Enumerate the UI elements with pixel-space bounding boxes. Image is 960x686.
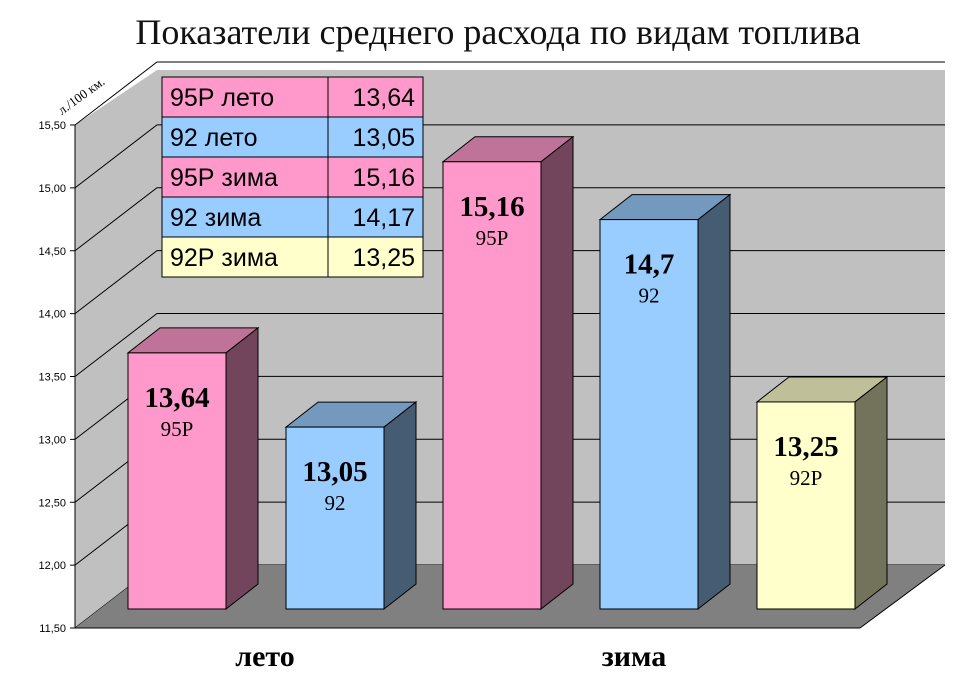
floor-edge xyxy=(859,564,946,629)
table-cell xyxy=(327,236,424,278)
data-table: 95Р лето 13,64 92 лето 13,05 95Р зима 15,16 92… xyxy=(161,76,424,278)
bar-5: 13,25 92Р xyxy=(755,375,889,611)
table-cell xyxy=(161,116,329,158)
bar-series-label: 92 xyxy=(325,491,346,515)
table-row: 95Р лето 13,64 xyxy=(161,76,424,118)
bar-value-label: 13,64 xyxy=(144,382,209,414)
bar-1: 13,64 95Р xyxy=(126,326,260,611)
table-cell xyxy=(161,196,329,238)
category-label: зима xyxy=(602,640,667,673)
table-cell xyxy=(161,156,329,198)
table-cell xyxy=(327,76,424,118)
bar-side xyxy=(854,375,888,611)
bar-value-label: 15,16 xyxy=(459,191,524,223)
y-tick-label: 14,00 xyxy=(38,309,66,321)
table-cell xyxy=(327,196,424,238)
table-row: 92 лето 13,05 xyxy=(161,116,424,158)
table-row: 92Р зима 13,25 xyxy=(161,236,424,278)
table-cell xyxy=(327,156,424,198)
y-tick-label: 12,50 xyxy=(38,497,66,509)
bar-front xyxy=(442,161,542,610)
table-cell xyxy=(161,76,329,118)
table-name: 95Р зима xyxy=(170,164,278,192)
y-tick-label: 15,00 xyxy=(38,183,66,195)
gridline xyxy=(74,61,945,126)
table-value: 13,64 xyxy=(352,84,415,112)
bar-front xyxy=(756,401,856,610)
table-name: 92 зима xyxy=(170,204,261,232)
table-value: 14,17 xyxy=(352,204,415,232)
table-value: 13,25 xyxy=(352,244,415,272)
bar-series-label: 95Р xyxy=(161,417,194,441)
bar-front xyxy=(127,352,227,610)
table-value: 13,05 xyxy=(352,124,415,152)
table-row: 95Р зима 15,16 xyxy=(161,156,424,198)
y-tick-label: 11,50 xyxy=(39,623,66,635)
table-name: 92Р зима xyxy=(170,244,278,272)
gridline xyxy=(74,124,945,189)
bar-series-label: 92 xyxy=(639,284,660,308)
bar-front xyxy=(599,219,699,610)
table-name: 95Р лето xyxy=(170,84,274,112)
y-tick-label: 15,50 xyxy=(38,120,66,132)
y-tick-label: 13,50 xyxy=(38,372,66,384)
bar-series-label: 92Р xyxy=(790,466,823,490)
bar-value-label: 14,7 xyxy=(624,249,675,281)
bars: 13,64 95Р 13,05 92 15,16 95Р 14,7 92 13,25 92Р xyxy=(126,135,889,611)
table-name: 92 лето xyxy=(170,124,258,152)
bar-side xyxy=(697,193,731,611)
bar-value-label: 13,25 xyxy=(773,431,838,463)
y-tick-labels: 11,50 12,00 12,50 13,00 13,50 14,00 14,50 15,00… xyxy=(38,120,75,635)
bar-4: 14,7 92 xyxy=(598,193,732,611)
gridline xyxy=(74,187,945,252)
bar-series-label: 95Р xyxy=(476,226,509,250)
table-row: 92 зима 14,17 xyxy=(161,196,424,238)
category-label: лето xyxy=(235,640,295,673)
bar-side xyxy=(383,401,417,611)
bar-3: 15,16 95Р xyxy=(441,135,575,611)
bar-2: 13,05 92 xyxy=(284,401,418,611)
y-tick-label: 12,00 xyxy=(38,560,66,572)
table-cell xyxy=(327,116,424,158)
bar-side xyxy=(225,326,259,611)
bar-value-label: 13,05 xyxy=(302,456,367,488)
table-cell xyxy=(161,236,329,278)
table-value: 15,16 xyxy=(352,164,415,192)
bar-front xyxy=(285,426,385,610)
chart-title: Показатели среднего расхода по видам топ… xyxy=(135,12,860,52)
y-tick-label: 14,50 xyxy=(38,246,66,258)
y-tick-label: 13,00 xyxy=(38,434,66,446)
category-labels: лето зима xyxy=(235,640,666,673)
bar-side xyxy=(540,135,574,611)
